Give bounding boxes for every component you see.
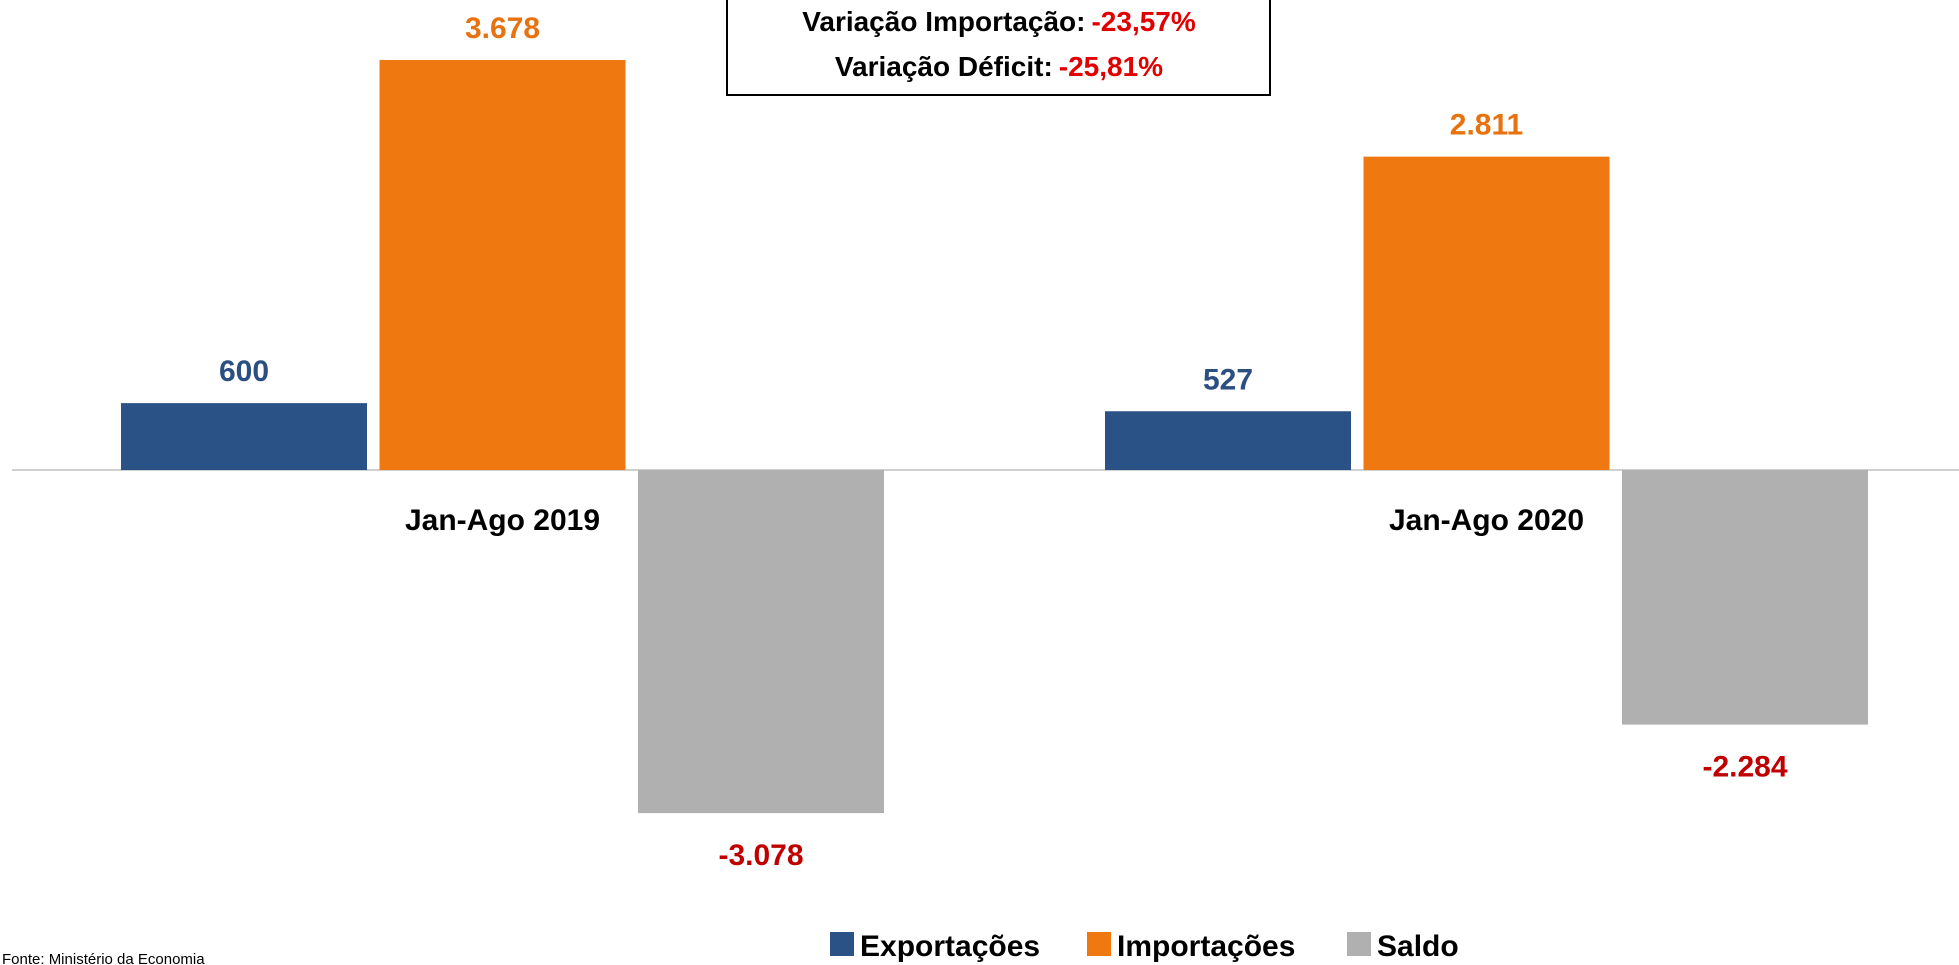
annotation-value: -25,81% [1059, 51, 1163, 82]
bar [638, 470, 884, 814]
source: Fonte: Ministério da Economia [2, 951, 205, 965]
legend-label: Importações [1117, 930, 1295, 963]
value-label: -2.284 [1702, 751, 1787, 784]
annotation-box [726, 0, 1271, 96]
bar [379, 60, 626, 470]
legend-swatch [1087, 932, 1111, 956]
value-label: 600 [219, 355, 269, 388]
x-tick-label: Jan-Ago 2020 [1389, 504, 1584, 537]
value-label: 2.811 [1450, 109, 1523, 142]
legend-swatch [1347, 932, 1371, 956]
value-label: 527 [1203, 363, 1253, 396]
annotation-value: -23,57% [1091, 6, 1195, 37]
bar [1105, 411, 1351, 470]
bar [1622, 470, 1868, 725]
annotation: Variação Déficit: -25,81% [835, 51, 1163, 82]
x-tick-label: Jan-Ago 2019 [405, 504, 600, 537]
bar [121, 403, 367, 470]
bar [1363, 156, 1610, 470]
value-label: -3.078 [718, 839, 803, 872]
legend-label: Exportações [860, 930, 1040, 963]
legend-swatch [830, 932, 854, 956]
annotation-label: Variação Déficit: [835, 51, 1053, 82]
legend-label: Saldo [1377, 930, 1459, 963]
value-label: 3.678 [465, 12, 540, 45]
annotation: Variação Importação: -23,57% [802, 6, 1196, 37]
annotation-label: Variação Importação: [802, 6, 1085, 37]
